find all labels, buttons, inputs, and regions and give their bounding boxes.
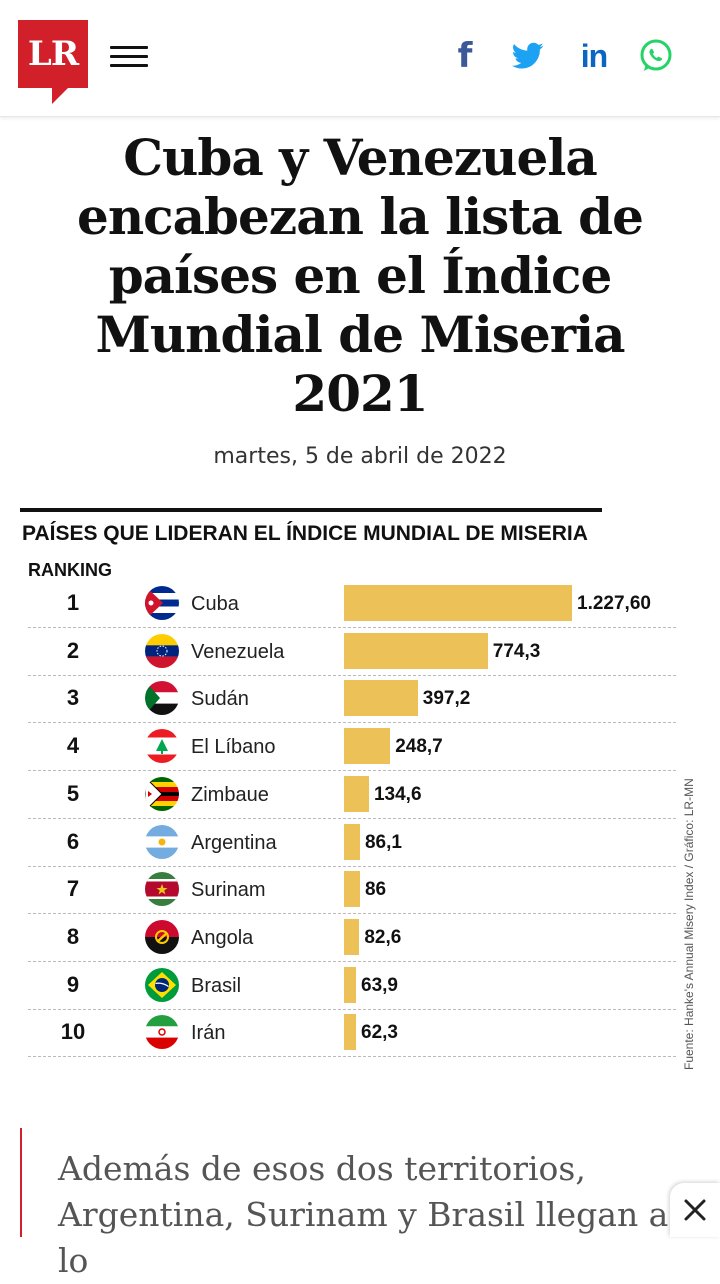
- article-body-excerpt: Además de esos dos territorios, Argentin…: [58, 1149, 669, 1280]
- chart-bar: [344, 632, 488, 669]
- country-name: Venezuela: [191, 640, 285, 663]
- rank-number: 7: [66, 876, 80, 902]
- whatsapp-share-icon[interactable]: [636, 36, 676, 76]
- row-divider: [28, 1008, 676, 1010]
- ranking-column-label: RANKING: [28, 560, 112, 580]
- bar-value-label: 248,7: [395, 736, 443, 758]
- chart-bar: [344, 918, 360, 955]
- hamburger-menu-icon[interactable]: [110, 46, 148, 70]
- close-icon[interactable]: [670, 1183, 720, 1237]
- rank-number: 1: [66, 590, 80, 615]
- bar-value-label: 86: [364, 879, 387, 901]
- bar-value-label: 62,3: [361, 1022, 398, 1044]
- row-divider: [28, 913, 676, 915]
- chart-bar: [344, 823, 360, 860]
- country-name: Sudán: [191, 688, 249, 711]
- chart-bar: [344, 966, 356, 1003]
- twitter-share-icon[interactable]: [508, 36, 548, 76]
- logo-text: LR: [27, 34, 79, 74]
- country-flag-icon: [145, 1015, 179, 1050]
- chart-row: 10 Irán 62,3: [28, 1009, 676, 1058]
- bar-value-label: 1.227,60: [577, 593, 651, 614]
- rank-number: 10: [60, 1019, 86, 1045]
- row-divider: [28, 674, 676, 676]
- chart-row: 1 Cuba 1.227,60: [28, 580, 676, 628]
- chart-source: Fuente: Hanke's Annual Misery Index / Gr…: [682, 778, 696, 1070]
- country-flag-icon: [145, 967, 179, 1002]
- chart-row: 6 Argentina 86,1: [28, 819, 676, 867]
- chart-row: 8 Angola 82,6: [28, 914, 676, 962]
- rank-number: 3: [66, 685, 80, 711]
- bar-value-label: 774,3: [492, 640, 541, 662]
- country-flag-icon: [145, 872, 179, 907]
- chart-row: 2 Venezuela 774,3: [28, 628, 676, 676]
- row-divider: [28, 627, 676, 628]
- country-name: Argentina: [191, 831, 277, 854]
- facebook-label: f: [457, 36, 473, 76]
- row-divider: [28, 817, 676, 819]
- country-name: El Líbano: [191, 736, 276, 759]
- bar-value-label: 82,6: [364, 926, 402, 948]
- country-name: Irán: [191, 1022, 226, 1045]
- bar-value-label: 63,9: [361, 974, 398, 996]
- country-flag-icon: [145, 729, 179, 764]
- chart-bar: [344, 871, 360, 908]
- linkedin-share-icon[interactable]: in: [574, 36, 614, 76]
- chart-row: 3 Sudán 397,2: [28, 675, 676, 724]
- site-header: LR f in: [0, 0, 720, 117]
- country-name: Angola: [191, 926, 254, 949]
- country-name: Zimbaue: [191, 783, 269, 806]
- country-name: Cuba: [191, 593, 239, 615]
- country-flag-icon: [145, 776, 179, 811]
- row-divider: [28, 1056, 676, 1058]
- chart-bar: [344, 775, 369, 812]
- row-divider: [28, 722, 676, 724]
- article-title: Cuba y Venezuela encabezan la lista de p…: [77, 128, 644, 423]
- chart-bar: [344, 680, 418, 717]
- bar-value-label: 86,1: [364, 831, 402, 853]
- rank-number: 8: [66, 923, 80, 949]
- country-flag-icon: [145, 824, 179, 859]
- row-divider: [28, 865, 676, 867]
- quote-accent-bar: [20, 1128, 22, 1237]
- country-flag-icon: [145, 586, 179, 620]
- linkedin-label: in: [580, 37, 608, 74]
- row-divider: [28, 770, 676, 772]
- country-name: Brasil: [191, 974, 242, 997]
- chart-title: PAÍSES QUE LIDERAN EL ÍNDICE MUNDIAL DE …: [22, 522, 588, 545]
- article-date: martes, 5 de abril de 2022: [213, 444, 507, 469]
- bar-value-label: 397,2: [422, 688, 471, 710]
- country-flag-icon: [145, 681, 179, 716]
- chart-row: 4 El Líbano 248,7: [28, 723, 676, 772]
- chart-row: 9 Brasil 63,9: [28, 962, 676, 1010]
- chart-bar: [344, 585, 572, 621]
- row-divider: [28, 960, 676, 962]
- rank-number: 6: [66, 828, 80, 854]
- bar-value-label: 134,6: [373, 783, 422, 805]
- facebook-share-icon[interactable]: f: [445, 36, 485, 76]
- rank-number: 4: [66, 733, 80, 759]
- chart-row: 7 Surinam 86: [28, 866, 676, 915]
- country-flag-icon: [145, 919, 179, 954]
- lr-logo[interactable]: LR: [18, 20, 88, 104]
- rank-number: 9: [66, 971, 80, 997]
- rank-number: 2: [66, 637, 80, 663]
- chart-bar: [344, 1014, 356, 1051]
- chart-top-rule: [20, 508, 602, 512]
- country-flag-icon: [145, 633, 179, 668]
- chart-row: 5 Zimbaue 134,6: [28, 771, 676, 819]
- chart-bar: [344, 728, 391, 765]
- country-name: Surinam: [191, 879, 266, 902]
- rank-number: 5: [66, 780, 80, 806]
